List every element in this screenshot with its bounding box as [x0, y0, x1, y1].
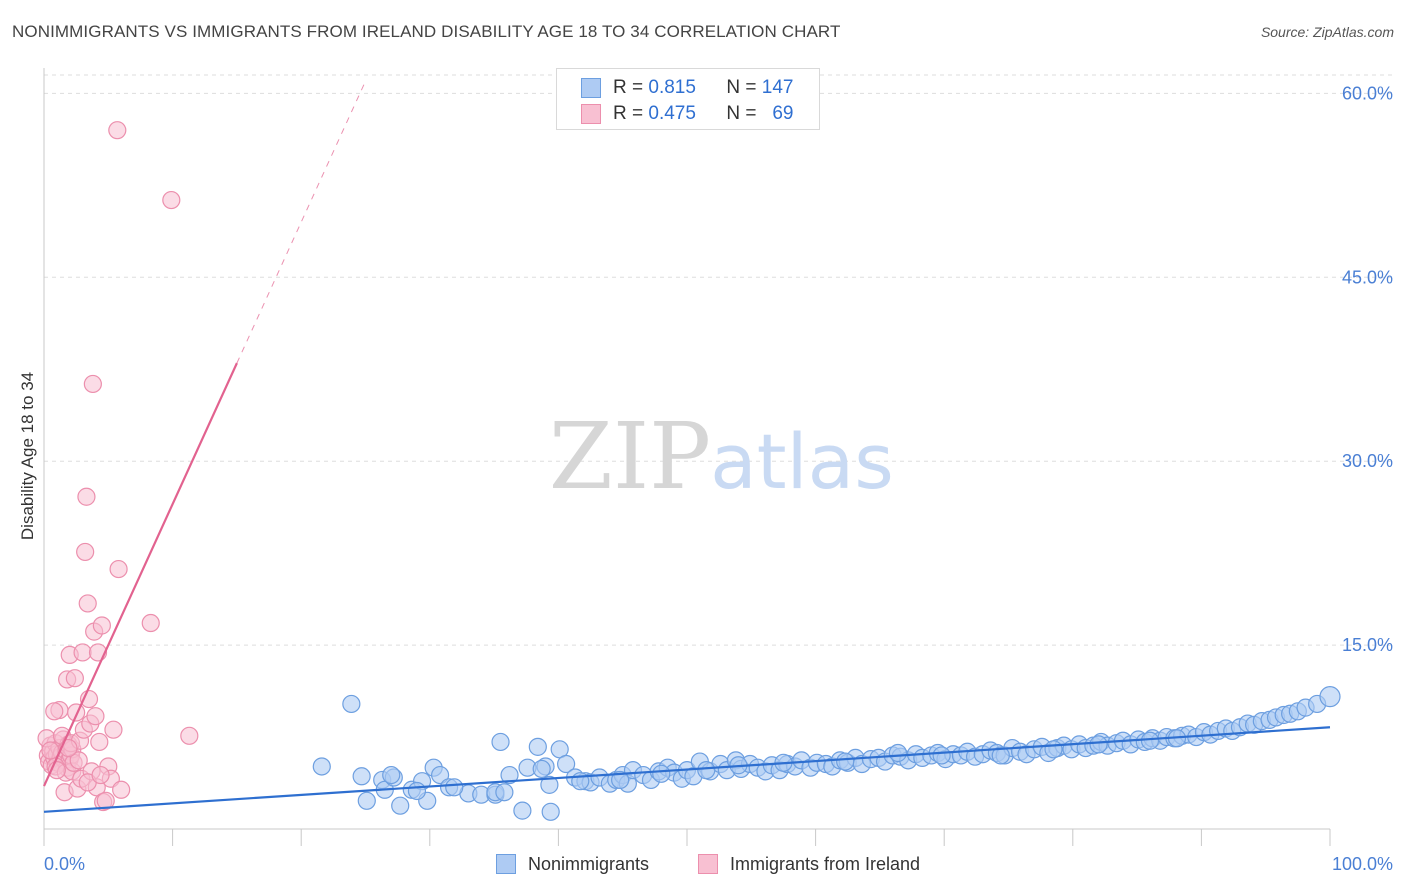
grid	[44, 74, 1394, 646]
data-point-immigrants-ireland	[112, 780, 131, 799]
x-tick-label: 100.0%	[1332, 854, 1393, 874]
legend-item-immigrants-ireland: Immigrants from Ireland	[698, 852, 920, 876]
data-point-immigrants-ireland	[76, 542, 95, 562]
data-point-nonimmigrants	[532, 759, 551, 779]
data-point-immigrants-ireland	[92, 616, 111, 635]
watermark-atlas: atlas	[710, 417, 894, 506]
data-point-immigrants-ireland	[141, 613, 160, 633]
data-point-nonimmigrants	[652, 764, 671, 783]
y-tick-label: 30.0%	[1342, 451, 1393, 471]
data-point-nonimmigrants	[342, 694, 361, 714]
legend-row-immigrants-ireland: R = 0.475 N = 69	[581, 102, 793, 126]
axes	[43, 68, 1331, 846]
data-point-immigrants-ireland	[180, 726, 199, 745]
data-point-immigrants-ireland	[77, 487, 96, 506]
data-point-immigrants-ireland	[45, 702, 64, 721]
y-axis-label: Disability Age 18 to 34	[18, 371, 37, 541]
n-value: 147	[761, 77, 794, 98]
data-point-nonimmigrants	[391, 796, 410, 815]
trend-line-nonimmigrants	[43, 726, 1331, 813]
data-point-immigrants-ireland	[67, 703, 86, 722]
data-point-nonimmigrants	[495, 783, 514, 802]
data-point-immigrants-ireland	[104, 720, 123, 739]
n-label: N =	[726, 77, 757, 98]
legend-row-nonimmigrants: R = 0.815 N = 147	[581, 76, 793, 100]
data-point-nonimmigrants	[407, 781, 427, 801]
trend-line-immigrants-ireland	[42, 362, 238, 787]
legend-swatch-pink	[698, 854, 718, 874]
data-point-immigrants-ireland	[162, 190, 181, 210]
legend-swatch-blue	[496, 854, 516, 874]
watermark: ZIP atlas	[549, 403, 894, 510]
data-point-immigrants-ireland	[86, 707, 105, 726]
watermark-zip: ZIP	[549, 403, 711, 510]
y-tick-label: 15.0%	[1342, 635, 1393, 655]
data-point-nonimmigrants	[430, 765, 450, 785]
data-point-nonimmigrants	[1140, 731, 1160, 750]
data-point-immigrants-ireland	[69, 751, 88, 770]
legend-swatch-blue	[581, 78, 601, 98]
legend-item-nonimmigrants: Nonimmigrants	[496, 852, 649, 876]
data-point-nonimmigrants	[528, 737, 547, 756]
data-point-immigrants-ireland	[73, 643, 92, 662]
n-value: 69	[772, 103, 794, 124]
data-point-nonimmigrants	[540, 775, 559, 794]
correlation-legend: R = 0.815 N = 147 R = 0.475 N = 69	[556, 68, 820, 130]
data-point-nonimmigrants	[491, 732, 510, 752]
data-point-immigrants-ireland	[96, 791, 115, 810]
data-point-nonimmigrants	[382, 765, 401, 785]
data-point-nonimmigrants	[312, 757, 331, 776]
data-point-nonimmigrants	[836, 752, 855, 771]
chart-title: NONIMMIGRANTS VS IMMIGRANTS FROM IRELAND…	[12, 22, 841, 41]
data-point-nonimmigrants	[991, 746, 1010, 765]
y-tick-label: 45.0%	[1342, 267, 1393, 287]
r-label: R =	[613, 77, 644, 98]
trend-line-extension-immigrants-ireland	[236, 80, 366, 364]
series-nonimmigrants	[312, 685, 1341, 821]
series-immigrants-ireland	[37, 121, 199, 812]
legend-label: Immigrants from Ireland	[730, 853, 921, 874]
data-point-nonimmigrants	[697, 761, 716, 780]
data-point-immigrants-ireland	[90, 732, 109, 752]
y-tick-label: 60.0%	[1342, 83, 1393, 103]
data-point-immigrants-ireland	[83, 374, 102, 394]
data-point-immigrants-ireland	[91, 765, 110, 785]
legend-swatch-pink	[581, 104, 601, 124]
data-point-immigrants-ireland	[78, 594, 97, 613]
data-point-immigrants-ireland	[109, 559, 128, 579]
data-point-nonimmigrants	[1089, 735, 1108, 754]
source-label: Source: ZipAtlas.com	[1260, 24, 1394, 40]
legend-label: Nonimmigrants	[528, 853, 650, 874]
data-point-nonimmigrants	[557, 754, 576, 774]
data-point-immigrants-ireland	[65, 669, 84, 688]
x-tick-label: 0.0%	[44, 854, 85, 874]
data-point-nonimmigrants	[1044, 740, 1063, 759]
trend-lines	[42, 80, 1331, 813]
n-label: N =	[726, 103, 757, 124]
r-value: 0.815	[648, 77, 696, 98]
data-point-nonimmigrants	[513, 801, 532, 820]
r-value: 0.475	[648, 103, 696, 124]
data-point-nonimmigrants	[611, 770, 630, 790]
tick-labels: 15.0% 30.0% 45.0% 60.0% 0.0% 100.0%	[44, 83, 1393, 874]
data-point-nonimmigrants	[1319, 685, 1341, 708]
data-point-nonimmigrants	[352, 767, 371, 786]
data-point-nonimmigrants	[932, 746, 951, 765]
data-point-nonimmigrants	[541, 802, 560, 821]
data-point-nonimmigrants	[445, 778, 464, 797]
r-label: R =	[613, 103, 644, 124]
data-point-immigrants-ireland	[108, 121, 127, 140]
data-point-nonimmigrants	[888, 743, 908, 763]
data-point-nonimmigrants	[357, 791, 376, 810]
data-point-nonimmigrants	[500, 765, 519, 785]
